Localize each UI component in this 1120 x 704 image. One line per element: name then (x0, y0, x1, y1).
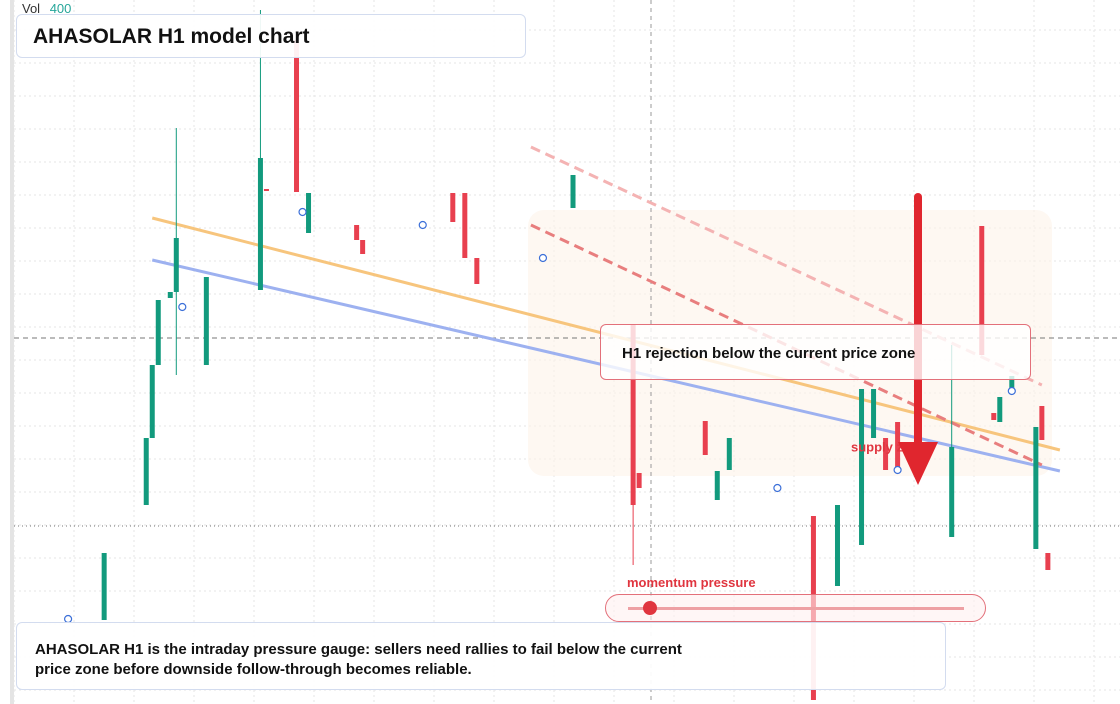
arrow-head (898, 442, 938, 485)
candle-body (203, 277, 209, 365)
title-box: AHASOLAR H1 model chart (16, 14, 526, 58)
candle-body (997, 397, 1003, 422)
candle-body (360, 240, 366, 254)
candle-body (155, 300, 161, 365)
candle-body (1009, 376, 1015, 392)
candle-body (883, 438, 889, 470)
candle-body (834, 505, 840, 586)
caption-box: AHASOLAR H1 is the intraday pressure gau… (16, 622, 946, 690)
candle-body (294, 40, 300, 192)
candle-body (895, 422, 901, 470)
trendline (530, 223, 1043, 467)
marker (298, 207, 307, 217)
candle-body (1033, 427, 1039, 549)
gauge-label: momentum pressure (627, 575, 756, 590)
candle-body (1045, 553, 1051, 570)
candle-body (257, 158, 263, 290)
candle-body (636, 473, 642, 488)
marker (1007, 386, 1016, 396)
candle-body (306, 193, 312, 233)
gauge-track (628, 607, 964, 610)
candle-body (979, 226, 985, 355)
candle-body (263, 189, 269, 191)
vol-row: Vol 400 (22, 1, 71, 16)
vol-value: 400 (49, 1, 72, 16)
candle-body (101, 553, 107, 620)
candle-body (871, 389, 877, 438)
title: AHASOLAR H1 model chart (33, 25, 310, 48)
candle-body (570, 175, 576, 208)
left-edge (10, 0, 14, 704)
candle-body (702, 421, 708, 455)
marker (893, 465, 902, 475)
gauge (605, 594, 986, 622)
callout: H1 rejection below the current price zon… (622, 345, 916, 362)
marker (418, 220, 427, 230)
candle-body (991, 413, 997, 420)
candle-body (726, 438, 732, 470)
candle-body (149, 365, 155, 438)
candle-body (1039, 406, 1045, 440)
candle-body (173, 238, 179, 292)
candle-body (450, 193, 456, 222)
candle-body (462, 193, 468, 258)
marker (178, 302, 187, 312)
candle-body (859, 389, 865, 545)
vol-label: Vol (22, 1, 41, 16)
gauge-knob (643, 601, 657, 615)
candle-body (354, 225, 360, 240)
candle-body (143, 438, 149, 505)
candle-body (714, 471, 720, 500)
marker (538, 253, 548, 263)
candle-body (167, 292, 173, 298)
marker (773, 483, 782, 493)
callout-box: H1 rejection below the current price zon… (600, 324, 1031, 380)
candle-body (630, 325, 636, 505)
candle-body (949, 447, 955, 537)
candle-body (474, 258, 480, 284)
caption: AHASOLAR H1 is the intraday pressure gau… (35, 641, 682, 678)
